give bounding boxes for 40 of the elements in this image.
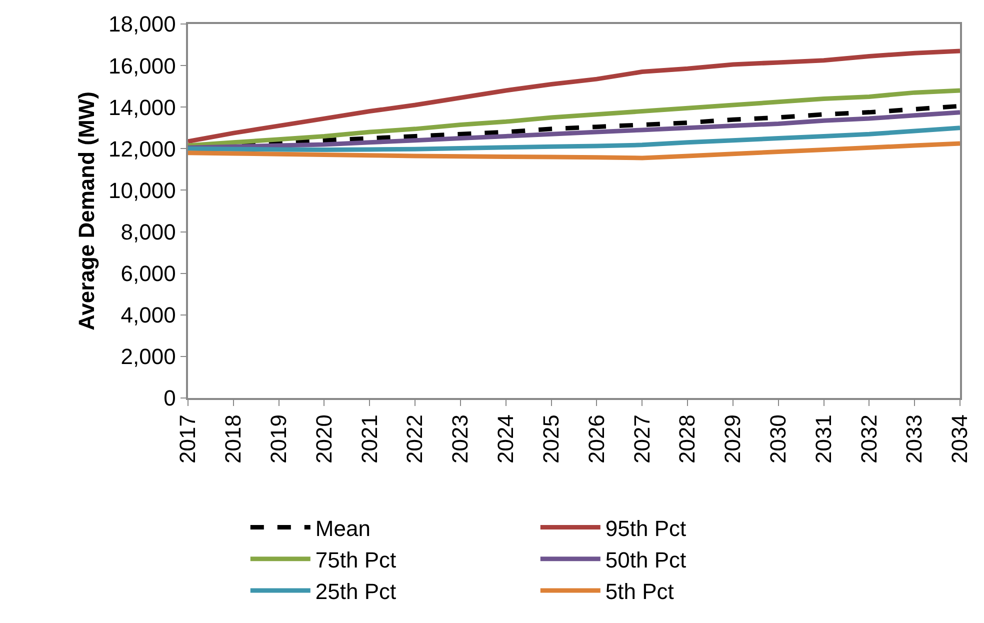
x-tick-label: 2017 <box>175 414 200 464</box>
y-tick-label: 18,000 <box>108 12 176 37</box>
legend-label: 25th Pct <box>315 579 396 604</box>
y-tick-label: 0 <box>164 386 176 411</box>
x-tick-label: 2033 <box>902 414 927 464</box>
y-tick-label: 2,000 <box>120 344 176 370</box>
y-tick-label: 8,000 <box>120 219 176 244</box>
line-series <box>188 141 960 160</box>
legend-label: 50th Pct <box>605 547 686 572</box>
x-tick-label: 2023 <box>448 414 473 464</box>
x-tick-label: 2027 <box>629 414 654 464</box>
line-series <box>188 48 960 144</box>
x-tick-label: 2029 <box>720 414 746 464</box>
x-tick-label: 2022 <box>402 414 428 464</box>
x-tick-label: 2031 <box>810 414 836 464</box>
legend-label: 5th Pct <box>605 579 674 604</box>
x-tick-label: 2020 <box>311 414 336 464</box>
x-tick-label: 2021 <box>356 414 382 464</box>
x-tick-label: 2026 <box>584 414 609 464</box>
x-tick-label: 2032 <box>856 414 882 464</box>
x-tick-label: 2028 <box>674 414 700 464</box>
x-tick-label: 2030 <box>766 414 790 464</box>
y-tick-label: 12,000 <box>108 136 176 162</box>
line-series <box>188 110 960 150</box>
y-tick-label: 16,000 <box>108 53 176 78</box>
line-series <box>188 126 960 152</box>
x-tick-label: 2018 <box>220 414 246 464</box>
legend-label: 95th Pct <box>605 516 686 541</box>
line-series <box>188 88 960 148</box>
x-tick-label: 2024 <box>493 414 518 464</box>
legend-label: 75th Pct <box>315 547 396 572</box>
x-tick-label: 2025 <box>538 414 564 464</box>
y-axis-title: Average Demand (MW) <box>74 92 99 330</box>
legend-label: Mean <box>315 516 370 541</box>
y-tick-label: 10,000 <box>108 178 176 203</box>
y-tick-label: 4,000 <box>120 302 176 328</box>
y-tick-label: 14,000 <box>108 94 176 120</box>
x-tick-label: 2034 <box>947 414 972 464</box>
x-tick-label: 2019 <box>266 414 291 464</box>
y-tick-label: 6,000 <box>120 261 176 286</box>
